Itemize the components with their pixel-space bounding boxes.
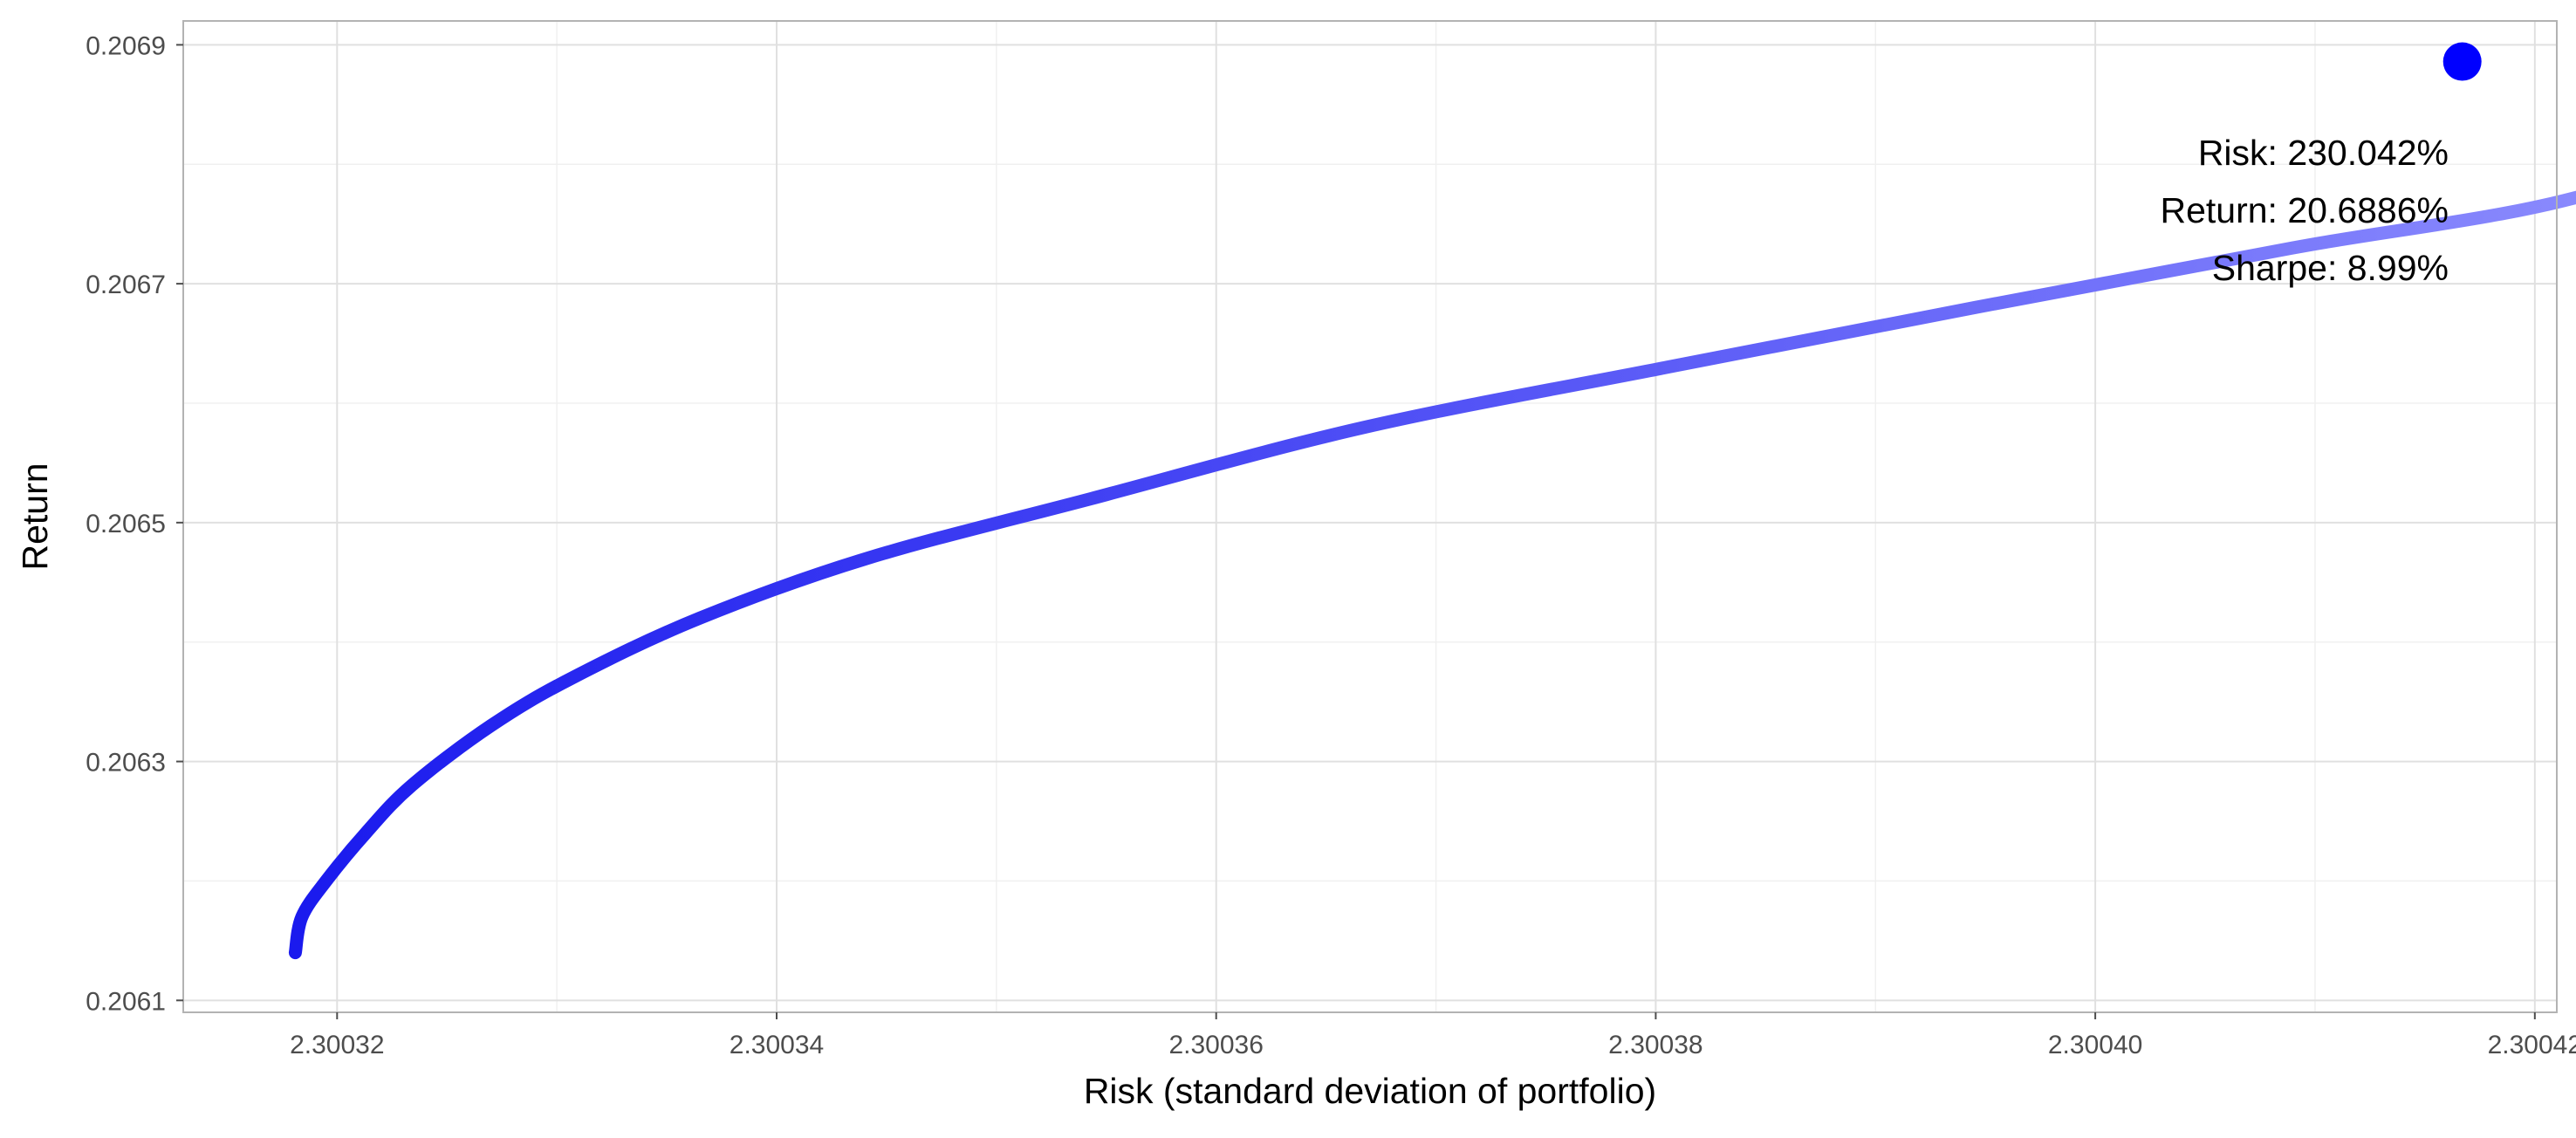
y-axis-title: Return — [15, 463, 55, 570]
y-tick-label: 0.2069 — [86, 31, 166, 60]
y-tick-label: 0.2061 — [86, 987, 166, 1016]
x-tick-label: 2.30040 — [2048, 1031, 2142, 1059]
y-tick-label: 0.2065 — [86, 510, 166, 538]
annotation-return: Return: 20.6886% — [2160, 190, 2449, 230]
y-tick-label: 0.2063 — [86, 749, 166, 778]
x-axis: 2.30032 2.30034 2.30036 2.30038 2.30040 2.300… — [290, 1012, 2576, 1059]
x-tick-label: 2.30034 — [730, 1031, 824, 1059]
x-axis-title: Risk (standard deviation of portfolio) — [1084, 1071, 1656, 1111]
plot-border — [182, 20, 2558, 1013]
x-tick-label: 2.30038 — [1608, 1031, 1702, 1059]
series-layer — [288, 190, 2576, 960]
frontier-line — [288, 190, 2576, 960]
annotation-sharpe: Sharpe: 8.99% — [2212, 248, 2449, 288]
x-tick-label: 2.30036 — [1168, 1031, 1263, 1059]
x-tick-label: 2.30032 — [290, 1031, 384, 1059]
max-sharpe-point — [2442, 42, 2482, 81]
plot-background — [183, 21, 2557, 1012]
x-tick-label: 2.30042 — [2488, 1031, 2576, 1059]
y-tick-label: 0.2067 — [86, 271, 166, 299]
y-axis: 0.2061 0.2063 0.2065 0.2067 0.2069 — [86, 31, 183, 1016]
annotation-risk: Risk: 230.042% — [2198, 133, 2449, 173]
major-gridlines — [183, 21, 2557, 1012]
highlight-layer — [2442, 42, 2482, 81]
annotation-box: Risk: 230.042% Return: 20.6886% Sharpe: … — [2160, 133, 2449, 288]
